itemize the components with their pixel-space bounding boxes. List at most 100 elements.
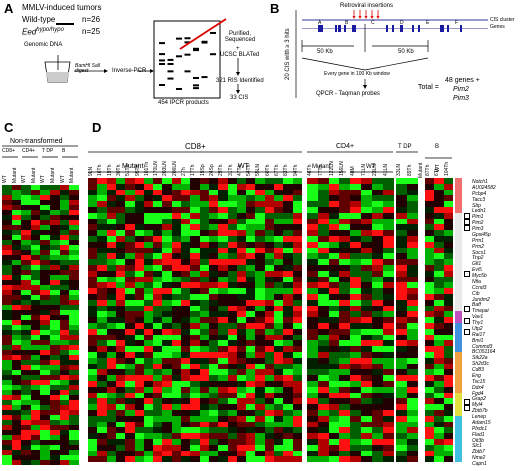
heatmap-cell: [371, 212, 383, 219]
heatmap-cell: [30, 270, 41, 276]
heatmap-cell: [328, 201, 340, 208]
heatmap-cell: [2, 245, 12, 251]
heatmap-cell: [382, 236, 394, 243]
heatmap-cell: [443, 247, 454, 254]
heatmap-cell: [328, 427, 340, 434]
cluster-color-cell: [455, 439, 462, 445]
heatmap-cell: [11, 230, 22, 236]
heatmap-cell: [50, 285, 60, 291]
heatmap-cell: [30, 315, 41, 321]
marker-square: [464, 329, 470, 336]
heatmap-cell: [396, 230, 408, 237]
heatmap-cell: [125, 236, 135, 243]
cluster-color-cell: [455, 450, 462, 457]
heatmap-cell: [208, 230, 219, 237]
heatmap-cell: [292, 270, 303, 277]
heatmap-cell: [339, 189, 351, 196]
heatmap-cell: [134, 218, 145, 225]
heatmap-cell: [425, 404, 435, 411]
heatmap-cell: [30, 360, 41, 366]
heatmap-cell: [274, 398, 284, 405]
heatmap-cell: [307, 334, 319, 341]
heatmap-cell: [246, 404, 256, 411]
heatmap-cell: [361, 288, 373, 295]
heatmap-cell: [236, 328, 247, 335]
heatmap-cell: [208, 427, 219, 434]
heatmap-cell: [11, 450, 22, 456]
heatmap-cell: [106, 282, 117, 289]
heatmap-cell: [40, 365, 51, 371]
heatmap-cell: [218, 421, 228, 428]
heatmap-cell: [115, 439, 126, 446]
heatmap-cell: [246, 439, 256, 446]
heatmap-cell: [350, 276, 362, 283]
heatmap-cell: [181, 433, 191, 440]
heatmap-cell: [339, 265, 351, 272]
heatmap-cell: [199, 178, 210, 185]
heatmap-cell: [125, 299, 135, 306]
heatmap-cell: [307, 450, 319, 457]
heatmap-cell: [88, 294, 98, 301]
heatmap-cell: [350, 224, 362, 231]
heatmap-cell: [350, 288, 362, 295]
heatmap-cell: [255, 444, 265, 451]
heatmap-cell: [181, 241, 191, 248]
heatmap-cell: [115, 282, 126, 289]
wildtype-n: n=26: [82, 15, 101, 24]
gene-letter: B: [345, 20, 349, 26]
heatmap-cell: [40, 350, 51, 356]
heatmap-cell: [328, 415, 340, 422]
heatmap-cell: [283, 299, 293, 306]
heatmap-cell: [97, 311, 107, 318]
heatmap-cell: [425, 323, 435, 330]
heatmap-cell: [2, 250, 12, 256]
heatmap-cell: [199, 328, 210, 335]
heatmap-cell: [255, 201, 265, 208]
heatmap-cell: [2, 450, 12, 456]
heatmap-cell: [50, 270, 60, 276]
heatmap-cell: [307, 241, 319, 248]
heatmap-cell: [143, 323, 154, 330]
heatmap-cell: [69, 185, 80, 191]
heatmap-cell: [227, 218, 238, 225]
heatmap-cell: [218, 398, 228, 405]
heatmap-cell: [382, 346, 394, 353]
heatmap-cell: [181, 421, 191, 428]
heatmap-cell: [50, 355, 60, 361]
heatmap-cell: [50, 425, 60, 431]
heatmap-cell: [443, 276, 454, 283]
heatmap-cell: [350, 340, 362, 347]
heatmap-cell: [382, 201, 394, 208]
heatmap-cell: [171, 375, 182, 382]
heatmap-cell: [106, 444, 117, 451]
heatmap-cell: [69, 195, 80, 201]
heatmap-cell: [162, 294, 172, 301]
heatmap-cell: [317, 294, 329, 301]
heatmap-cell: [30, 200, 41, 206]
heatmap-cell: [317, 241, 329, 248]
heatmap-cell: [236, 340, 247, 347]
heatmap-cell: [40, 390, 51, 396]
heatmap-cell: [143, 346, 154, 353]
heatmap-cell: [339, 276, 351, 283]
heatmap-cell: [21, 230, 32, 236]
heatmap-cell: [255, 450, 265, 457]
heatmap-cell: [11, 250, 22, 256]
heatmap-cell: [21, 350, 32, 356]
heatmap-cell: [106, 415, 117, 422]
heatmap-cell: [162, 317, 172, 324]
heatmap-cell: [382, 352, 394, 359]
heatmap-cell: [88, 450, 98, 457]
heatmap-cell: [246, 415, 256, 422]
heatmap-cell: [434, 178, 444, 185]
heatmap-cell: [407, 212, 419, 219]
heatmap-cell: [443, 224, 454, 231]
heatmap-cell: [317, 450, 329, 457]
heatmap-cell: [283, 357, 293, 364]
heatmap-cell: [264, 311, 275, 318]
heatmap-cell: [11, 385, 22, 391]
heatmap-cell: [434, 375, 444, 382]
heatmap-cell: [227, 265, 238, 272]
heatmap-cell: [255, 241, 265, 248]
heatmap-cell: [171, 340, 182, 347]
